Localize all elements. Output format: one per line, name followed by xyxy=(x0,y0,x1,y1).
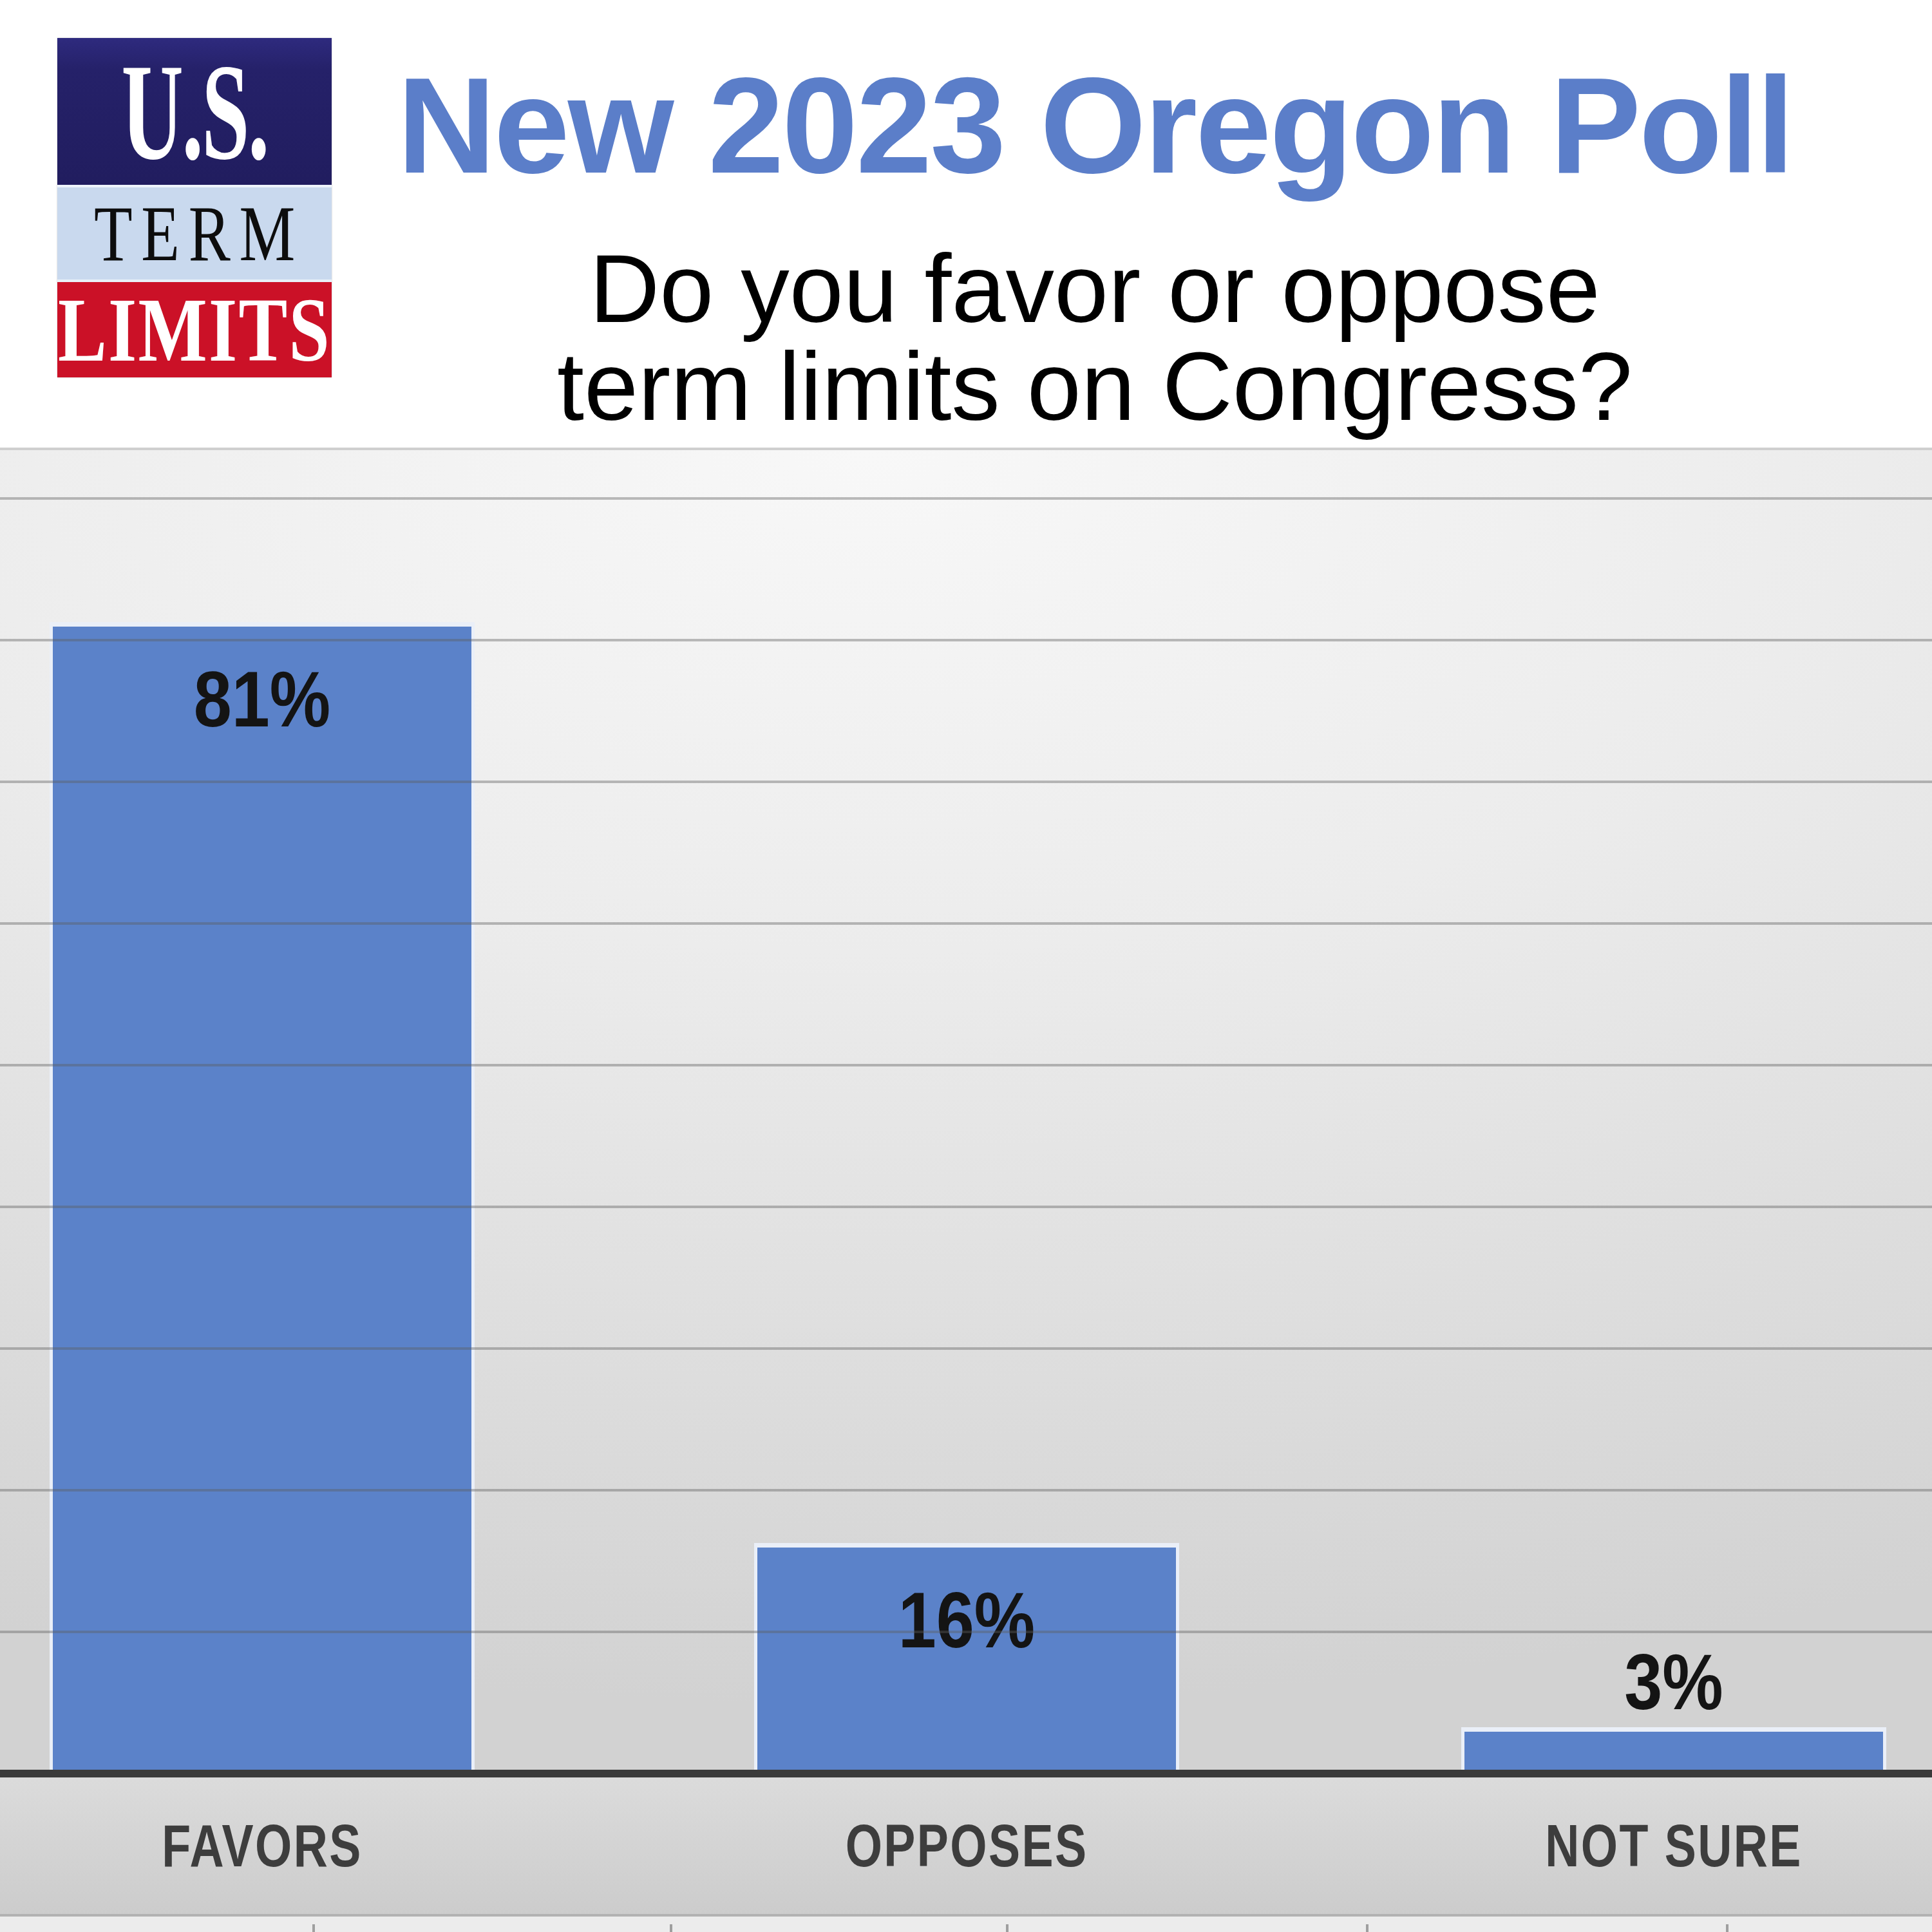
bar-not-sure: 3% xyxy=(1461,1727,1886,1770)
category-axis: FAVORS OPPOSES NOT SURE xyxy=(0,1777,1932,1914)
tick-mark xyxy=(1006,1924,1009,1932)
gridline-50-percent xyxy=(0,1064,1932,1066)
gridline-40-percent xyxy=(0,1206,1932,1208)
tick-mark xyxy=(312,1924,315,1932)
tick-mark xyxy=(1366,1924,1368,1932)
plot-area: 81% 16% 3% xyxy=(0,448,1932,1770)
header: U.S. TERM LIMITS New 2023 Oregon Poll Do… xyxy=(0,0,1932,448)
gridline-70-percent xyxy=(0,781,1932,783)
gridline-60-percent xyxy=(0,922,1932,925)
gridline-20-percent xyxy=(0,1489,1932,1492)
tick-mark xyxy=(670,1924,672,1932)
poll-infographic: U.S. TERM LIMITS New 2023 Oregon Poll Do… xyxy=(0,0,1932,1932)
gridline-30-percent xyxy=(0,1347,1932,1350)
bar-favors-value: 81% xyxy=(77,660,447,739)
page-title: New 2023 Oregon Poll xyxy=(258,50,1932,200)
bar-opposes-value: 16% xyxy=(782,1581,1151,1660)
category-label-favors: FAVORS xyxy=(92,1816,432,1875)
poll-question-line1: Do you favor or oppose xyxy=(258,240,1932,337)
poll-question-line2: term limits on Congress? xyxy=(258,337,1932,435)
logo-us-text: U.S. xyxy=(121,43,267,181)
bar-opposes: 16% xyxy=(754,1543,1179,1770)
category-label-not-sure: NOT SURE xyxy=(1504,1816,1844,1875)
gridline-80-percent xyxy=(0,639,1932,641)
category-label-opposes: OPPOSES xyxy=(797,1816,1137,1875)
bar-chart: 81% 16% 3% FAVORS OPPOSES NOT SURE xyxy=(0,448,1932,1932)
x-axis-line xyxy=(0,1770,1932,1777)
gridline-90-percent xyxy=(0,497,1932,500)
tick-mark xyxy=(1726,1924,1728,1932)
bar-not-sure-value: 3% xyxy=(1489,1643,1859,1721)
gridline-10-percent xyxy=(0,1631,1932,1633)
bar-favors: 81% xyxy=(50,622,475,1770)
poll-question: Do you favor or oppose term limits on Co… xyxy=(258,240,1932,435)
bottom-strip xyxy=(0,1914,1932,1932)
